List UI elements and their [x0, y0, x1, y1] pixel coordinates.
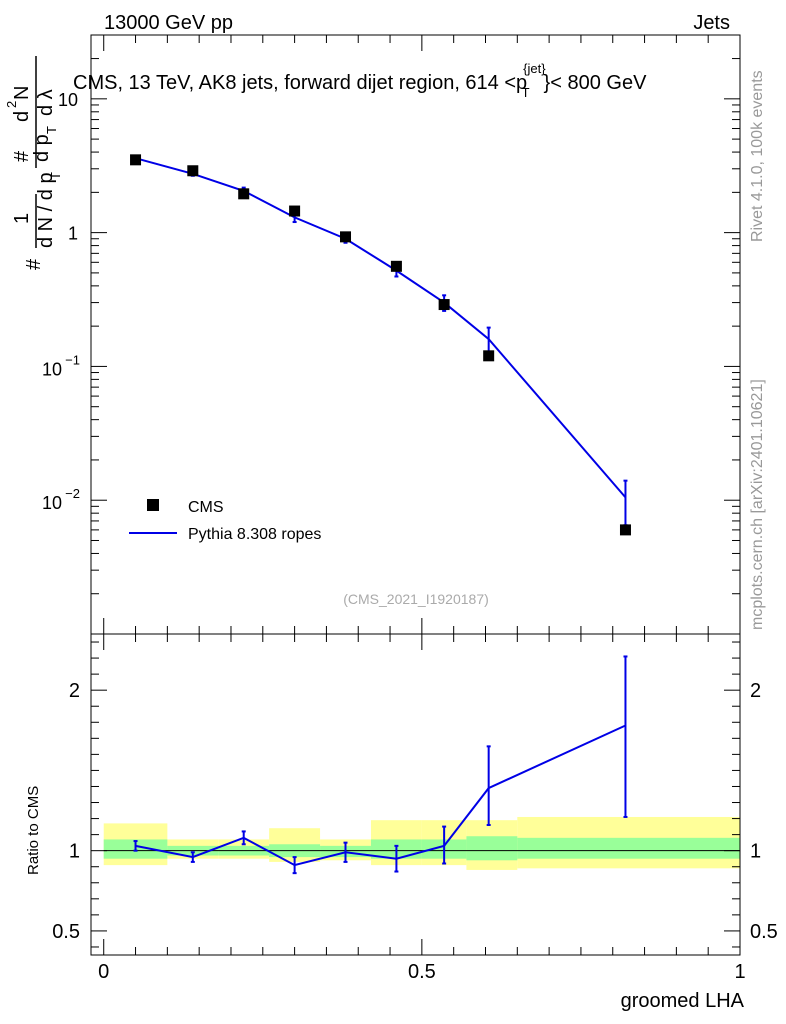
- ylabel-sub-t: T: [48, 172, 63, 180]
- ylabel-denominator: d N / d p: [35, 172, 57, 248]
- ratio-ytick-label-right: 1: [750, 841, 761, 863]
- plot-title: CMS, 13 TeV, AK8 jets, forward dijet reg…: [73, 61, 647, 100]
- mc-line: [135, 157, 627, 499]
- cms-point: [289, 205, 301, 217]
- ylabel-dp: d p: [31, 134, 53, 162]
- cms-point: [130, 154, 142, 166]
- ylabel-hash: #: [23, 258, 45, 270]
- ylabel-sup-2: 2: [4, 101, 19, 108]
- ratio-frame: [90, 633, 741, 956]
- ytick-label-0.01: 10: [42, 493, 62, 513]
- ratio-ytick-label-left: 2: [69, 680, 80, 702]
- x-axis-label: groomed LHA: [621, 990, 745, 1012]
- ylabel-one: 1: [11, 213, 33, 224]
- title-sub: T: [522, 85, 530, 100]
- ylabel-dlambda: d λ: [35, 89, 57, 116]
- ylabel-sub-t2: T: [44, 126, 59, 134]
- legend-mc-label: Pythia 8.308 ropes: [188, 526, 321, 543]
- analysis-id: (CMS_2021_I1920187): [343, 591, 489, 607]
- xtick-label: 0: [98, 961, 109, 983]
- cms-point: [187, 165, 199, 177]
- ratio-ytick-label-right: 2: [750, 680, 761, 702]
- cms-point: [390, 260, 402, 272]
- title-prefix: CMS, 13 TeV, AK8 jets, forward dijet reg…: [73, 72, 527, 94]
- rivet-label: Rivet 4.1.0, 100k events: [749, 70, 766, 242]
- xtick-label: 0.5: [408, 961, 436, 983]
- ytick-label-10: 10: [58, 90, 78, 110]
- ratio-ylabel: Ratio to CMS: [25, 786, 42, 875]
- ratio-band-green: [517, 837, 740, 859]
- title-super: {jet}: [523, 61, 546, 76]
- ytick-exp-0.01: −2: [65, 486, 80, 501]
- ratio-panel: 0 0.5 10.5 0.51 12 2: [52, 633, 778, 983]
- ylabel-hash-2: #: [11, 150, 33, 162]
- legend-cms-label: CMS: [188, 499, 224, 516]
- ytick-exp-0.1: −1: [65, 352, 80, 367]
- energy-label: 13000 GeV pp: [104, 12, 233, 34]
- cms-point: [238, 188, 250, 200]
- ylabel-d: d: [11, 111, 33, 122]
- cms-point: [438, 299, 450, 311]
- ratio-ytick-label-left: 0.5: [52, 921, 80, 943]
- cms-point: [619, 524, 631, 536]
- xtick-label: 1: [734, 961, 745, 983]
- ratio-band-green: [466, 836, 518, 861]
- cms-point: [340, 231, 352, 243]
- ytick-label-1: 1: [68, 224, 78, 244]
- ylabel-N: N: [11, 86, 33, 100]
- title-suffix: }< 800 GeV: [544, 72, 648, 94]
- legend-cms-marker: [147, 499, 159, 511]
- cms-point: [483, 350, 495, 362]
- mcplots-label: mcplots.cern.ch [arXiv:2401.10621]: [749, 379, 766, 630]
- category-label: Jets: [693, 12, 730, 34]
- legend: CMS Pythia 8.308 ropes: [129, 499, 321, 543]
- ratio-ytick-label-right: 0.5: [750, 921, 778, 943]
- ratio-ytick-label-left: 1: [69, 841, 80, 863]
- ytick-label-0.1: 10: [42, 359, 62, 379]
- main-frame: [90, 34, 741, 635]
- main-ylabel: # 1 d N / d p T # d p T d 2 N d λ: [4, 56, 63, 270]
